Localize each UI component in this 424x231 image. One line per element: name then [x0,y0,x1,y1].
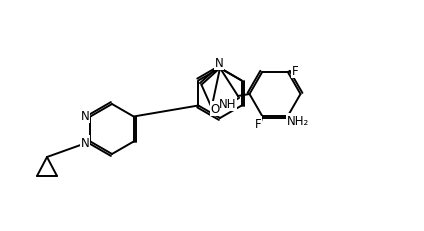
Text: F: F [255,117,262,130]
Text: NH₂: NH₂ [287,114,309,127]
Text: NH: NH [219,98,236,111]
Text: N: N [81,137,89,149]
Text: N: N [81,109,89,122]
Text: N: N [215,57,223,70]
Text: F: F [291,65,298,78]
Text: O: O [210,103,220,116]
